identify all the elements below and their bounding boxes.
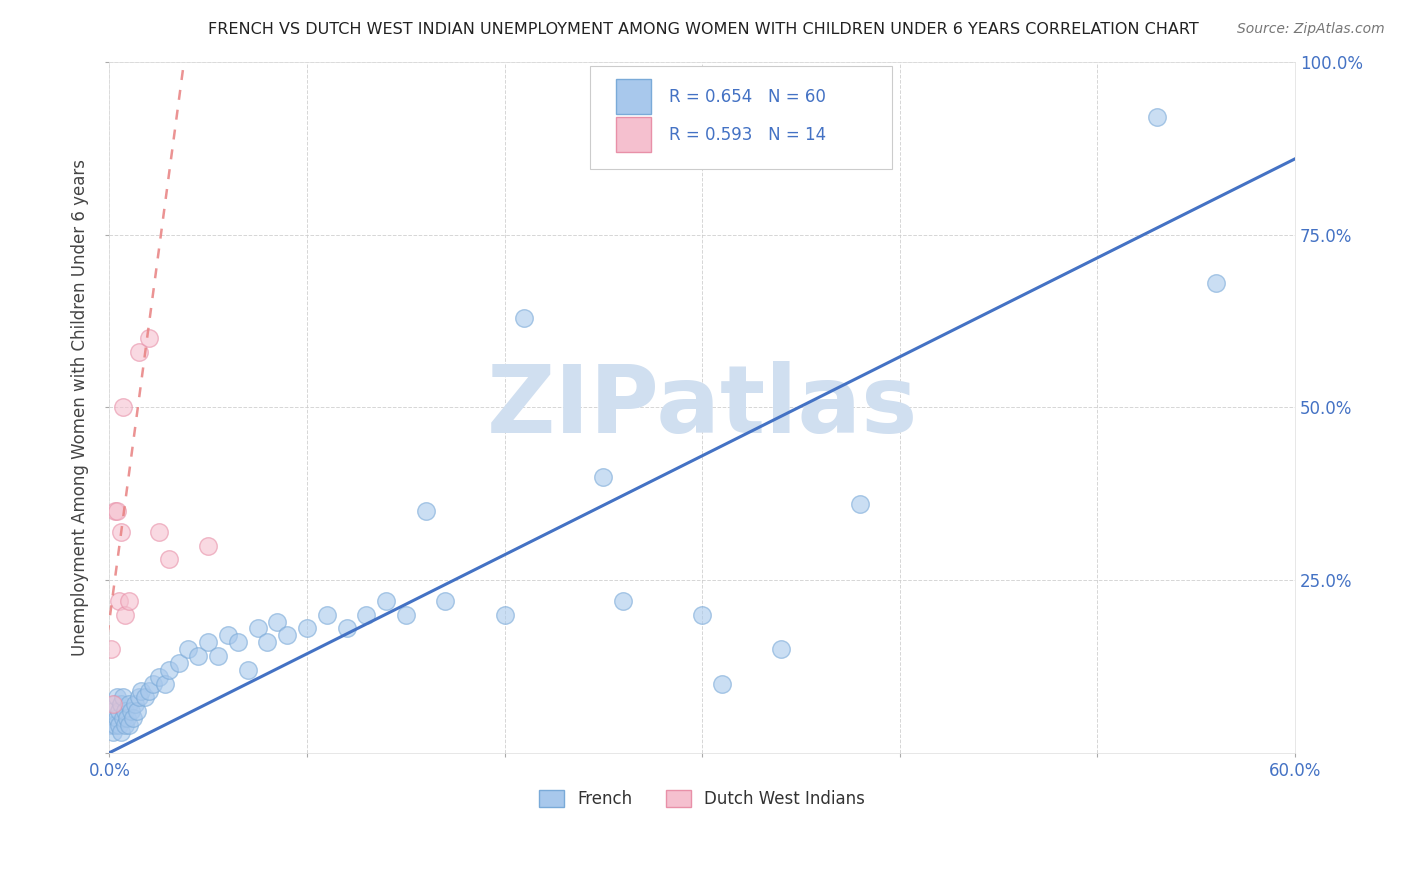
FancyBboxPatch shape [616,79,651,114]
Point [167,656,190,670]
Point [142,676,165,690]
Point [256,635,278,649]
Text: Source: ZipAtlas.com: Source: ZipAtlas.com [1237,22,1385,37]
Point [148,524,170,539]
Point [157,663,180,677]
Point [108,594,131,608]
Point [335,622,357,636]
Point [1205,276,1227,290]
Point [236,663,259,677]
Point [118,594,141,608]
Point [770,642,793,657]
Point [112,401,135,415]
Point [375,594,398,608]
Point [105,504,128,518]
Point [177,642,200,657]
Point [187,648,209,663]
Point [114,607,136,622]
Point [108,704,131,718]
Point [434,594,457,608]
Point [112,690,135,705]
Legend: French, Dutch West Indians: French, Dutch West Indians [533,783,872,815]
Point [104,698,127,712]
Point [100,642,122,657]
Point [110,698,132,712]
Text: R = 0.593   N = 14: R = 0.593 N = 14 [669,126,827,144]
Point [110,725,132,739]
Point [153,676,176,690]
Y-axis label: Unemployment Among Women with Children Under 6 years: Unemployment Among Women with Children U… [72,159,89,656]
FancyBboxPatch shape [616,118,651,152]
Point [134,690,156,705]
Point [207,648,229,663]
Point [108,718,131,732]
Point [612,594,634,608]
Point [197,635,219,649]
Point [112,711,135,725]
Point [105,711,128,725]
Point [217,628,239,642]
Point [104,718,127,732]
Point [246,622,269,636]
Point [128,690,150,705]
Point [494,607,516,622]
Point [118,698,141,712]
Point [105,690,128,705]
Point [114,718,136,732]
Point [125,704,148,718]
Point [122,711,145,725]
Point [103,704,125,718]
Point [849,497,872,511]
Point [120,704,142,718]
Point [138,683,160,698]
Point [128,345,150,359]
Point [129,683,152,698]
Point [415,504,437,518]
Point [226,635,249,649]
Point [395,607,418,622]
Point [356,607,378,622]
Text: FRENCH VS DUTCH WEST INDIAN UNEMPLOYMENT AMONG WOMEN WITH CHILDREN UNDER 6 YEARS: FRENCH VS DUTCH WEST INDIAN UNEMPLOYMENT… [208,22,1198,37]
Point [710,676,733,690]
Point [276,628,298,642]
Text: R = 0.654   N = 60: R = 0.654 N = 60 [669,87,825,105]
Point [100,718,122,732]
Point [148,670,170,684]
Point [295,622,318,636]
Point [1146,111,1168,125]
Point [138,331,160,345]
Point [110,524,132,539]
Point [197,539,219,553]
Text: ZIPatlas: ZIPatlas [486,361,918,453]
Point [115,711,138,725]
Point [690,607,713,622]
Point [592,469,614,483]
Point [103,698,125,712]
FancyBboxPatch shape [589,66,891,169]
Point [114,704,136,718]
Point [315,607,337,622]
Point [513,310,536,325]
Point [103,725,125,739]
Point [157,552,180,566]
Point [118,718,141,732]
Point [124,698,146,712]
Point [266,615,288,629]
Point [104,504,127,518]
